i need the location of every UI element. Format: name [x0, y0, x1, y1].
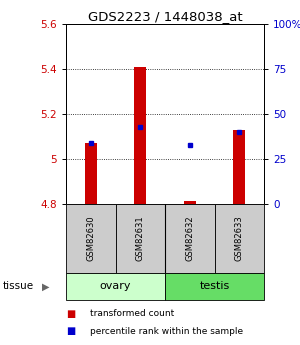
Text: GSM82632: GSM82632	[185, 215, 194, 261]
Bar	[85, 143, 97, 204]
Bar	[233, 130, 245, 204]
Bar	[66, 204, 116, 273]
Text: GSM82631: GSM82631	[136, 215, 145, 261]
Text: tissue: tissue	[3, 282, 34, 291]
Bar	[165, 204, 214, 273]
Title: GDS2223 / 1448038_at: GDS2223 / 1448038_at	[88, 10, 242, 23]
Text: ▶: ▶	[42, 282, 50, 291]
Bar	[134, 67, 146, 204]
Text: ovary: ovary	[100, 282, 131, 291]
Bar	[66, 273, 165, 300]
Text: ■: ■	[66, 309, 75, 319]
Text: percentile rank within the sample: percentile rank within the sample	[90, 327, 243, 336]
Bar	[214, 204, 264, 273]
Text: GSM82630: GSM82630	[86, 215, 95, 261]
Text: ■: ■	[66, 326, 75, 336]
Text: GSM82633: GSM82633	[235, 215, 244, 261]
Text: testis: testis	[200, 282, 230, 291]
Text: transformed count: transformed count	[90, 309, 174, 318]
Bar	[184, 201, 196, 204]
Bar	[165, 273, 264, 300]
Bar	[116, 204, 165, 273]
